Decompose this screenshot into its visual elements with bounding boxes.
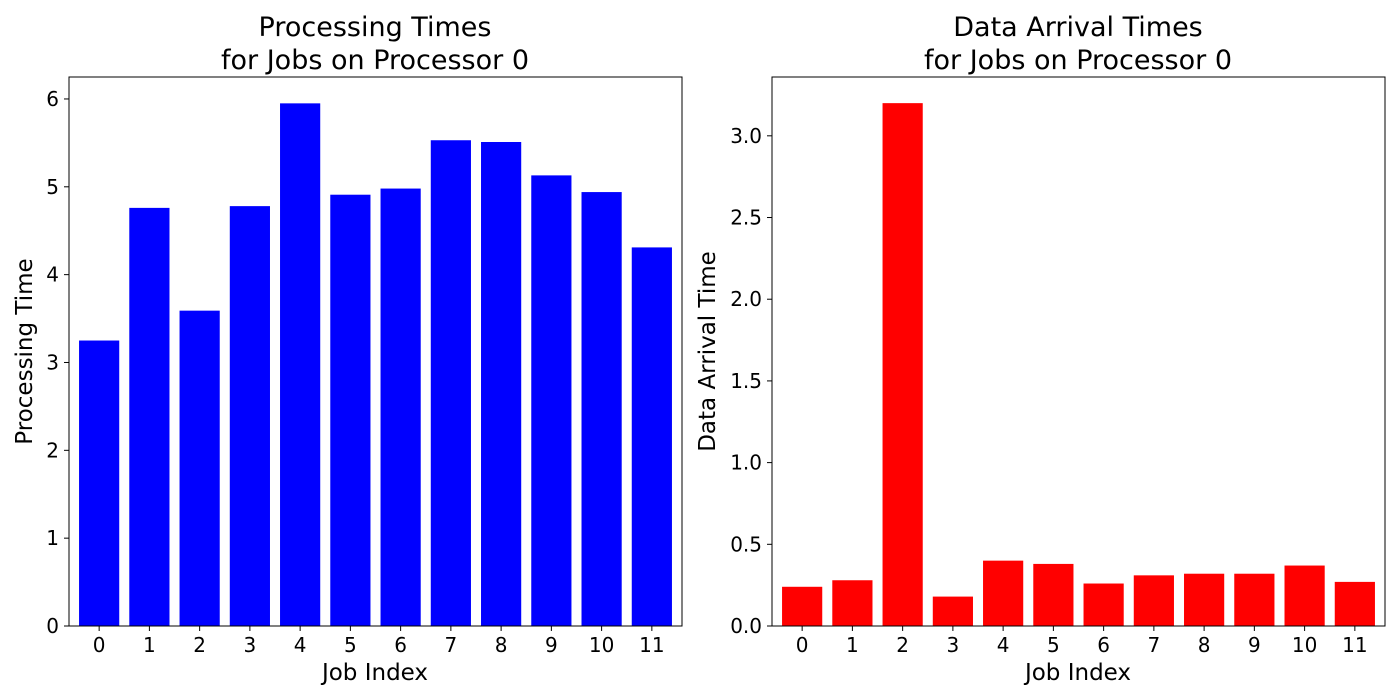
x-tick-label: 4 (294, 633, 307, 657)
x-axis-label: Job Index (1023, 660, 1131, 686)
x-tick-label: 0 (796, 633, 809, 657)
y-tick-label: 2 (46, 438, 59, 462)
chart-title-line-1: Data Arrival Times (953, 12, 1203, 43)
bar (1133, 575, 1174, 626)
x-tick-label: 9 (1248, 633, 1261, 657)
x-tick-label: 10 (1292, 633, 1317, 657)
y-axis-label: Data Arrival Time (695, 251, 721, 452)
x-tick-label: 0 (93, 633, 106, 657)
bar (983, 560, 1024, 626)
y-tick-label: 0.5 (730, 532, 762, 556)
bar (380, 188, 421, 626)
x-tick-label: 9 (545, 633, 558, 657)
bars (79, 103, 672, 627)
bar (179, 310, 220, 626)
y-tick-label: 3.0 (730, 124, 762, 148)
x-tick-label: 3 (244, 633, 257, 657)
chart-title-line-1: Processing Times (259, 12, 492, 43)
chart-title-line-2: for Jobs on Processor 0 (924, 45, 1232, 76)
plot-frame (68, 76, 683, 627)
y-tick-label: 2.0 (730, 287, 762, 311)
y-ticks: 0.0 0.5 1.0 1.5 2.0 2.5 3.0 (730, 124, 772, 638)
y-tick-label: 5 (46, 175, 59, 199)
x-tick-label: 11 (1342, 633, 1367, 657)
bar (1083, 583, 1124, 626)
plot-frame (771, 76, 1386, 627)
bar (129, 207, 170, 627)
y-tick-label: 0 (46, 614, 59, 638)
x-tick-label: 5 (344, 633, 357, 657)
x-tick-label: 2 (896, 633, 909, 657)
x-tick-label: 2 (193, 633, 206, 657)
x-tick-label: 1 (846, 633, 859, 657)
y-tick-label: 3 (46, 350, 59, 374)
bars (782, 103, 1375, 626)
x-tick-label: 10 (589, 633, 614, 657)
x-ticks: 0 1 2 3 4 5 6 7 8 9 10 11 (93, 626, 665, 657)
chart-title-line-2: for Jobs on Processor 0 (221, 45, 529, 76)
processing-times-chart: Processing Times for Jobs on Processor 0… (12, 12, 683, 686)
bar (229, 206, 270, 626)
x-tick-label: 8 (1198, 633, 1211, 657)
y-ticks: 0 1 2 3 4 5 6 (46, 87, 69, 638)
bar (1234, 573, 1275, 626)
x-tick-label: 7 (1148, 633, 1161, 657)
x-tick-label: 5 (1047, 633, 1060, 657)
x-tick-label: 6 (394, 633, 407, 657)
bar (882, 103, 923, 626)
x-axis-label: Job Index (320, 660, 428, 686)
bar (330, 194, 371, 626)
bar (481, 142, 522, 627)
y-tick-label: 1.5 (730, 369, 762, 393)
y-tick-label: 1 (46, 526, 59, 550)
bar (832, 580, 873, 626)
x-tick-label: 1 (143, 633, 156, 657)
y-tick-label: 1.0 (730, 451, 762, 475)
y-tick-label: 4 (46, 263, 59, 287)
x-tick-label: 4 (997, 633, 1010, 657)
bar (79, 340, 120, 626)
x-ticks: 0 1 2 3 4 5 6 7 8 9 10 11 (796, 626, 1368, 657)
bar (1033, 563, 1074, 626)
bar (1334, 581, 1375, 626)
y-tick-label: 6 (46, 87, 59, 111)
data-arrival-times-chart: Data Arrival Times for Jobs on Processor… (695, 12, 1386, 686)
bar (932, 596, 973, 626)
y-tick-label: 2.5 (730, 206, 762, 230)
bar (280, 103, 321, 627)
bar (1284, 565, 1325, 626)
y-axis-label: Processing Time (12, 258, 38, 444)
bar (782, 586, 823, 626)
x-tick-label: 6 (1097, 633, 1110, 657)
bar (631, 247, 672, 626)
bar (430, 140, 471, 626)
bar (1184, 573, 1225, 626)
x-tick-label: 11 (639, 633, 664, 657)
x-tick-label: 7 (445, 633, 458, 657)
bar (581, 192, 622, 626)
x-tick-label: 3 (947, 633, 960, 657)
y-tick-label: 0.0 (730, 614, 762, 638)
x-tick-label: 8 (495, 633, 508, 657)
bar (531, 175, 572, 626)
